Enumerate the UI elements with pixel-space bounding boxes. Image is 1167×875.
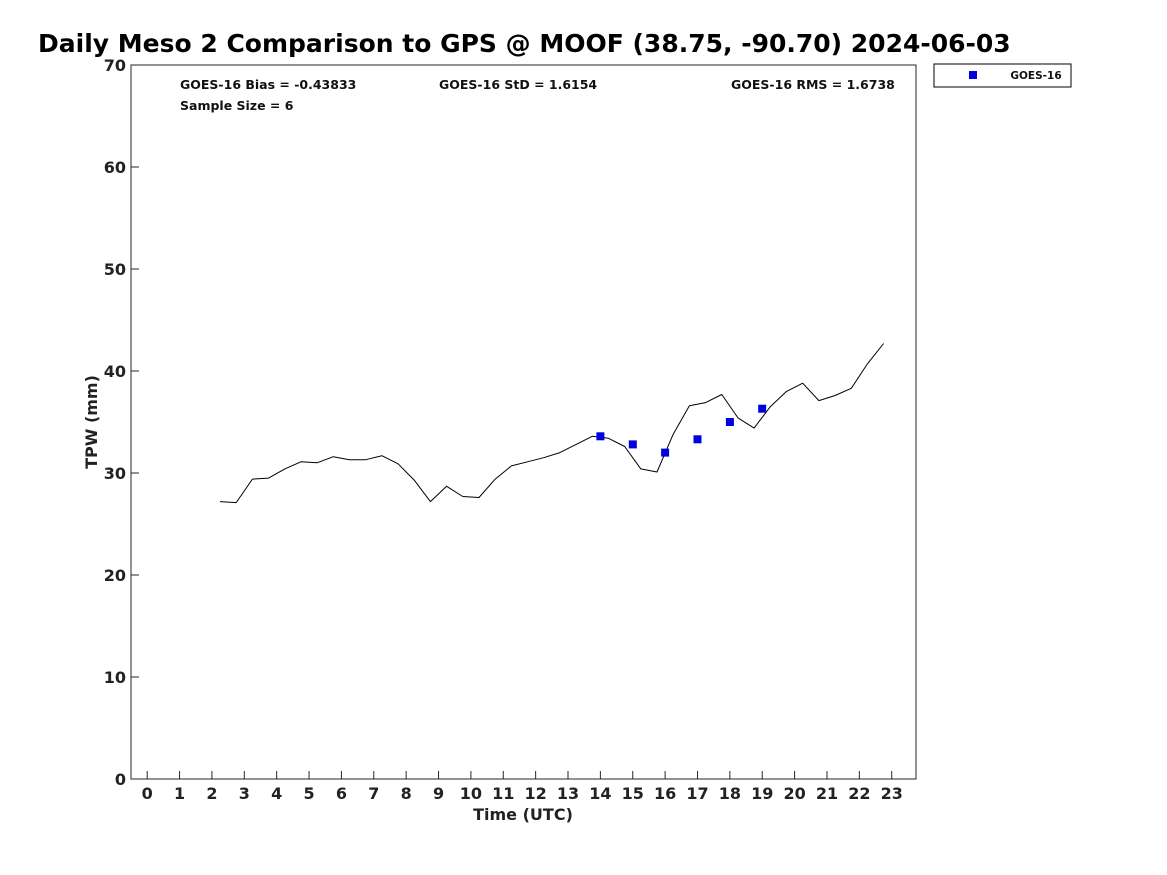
x-axis-label: Time (UTC) bbox=[473, 805, 573, 824]
y-tick-label: 10 bbox=[104, 668, 126, 687]
plot-area-frame bbox=[130, 64, 917, 780]
x-tick-label: 8 bbox=[401, 784, 412, 803]
x-tick-label: 12 bbox=[525, 784, 547, 803]
x-tick-label: 13 bbox=[557, 784, 579, 803]
x-tick-label: 16 bbox=[654, 784, 676, 803]
goes16-point bbox=[661, 448, 670, 457]
y-tick-label: 0 bbox=[115, 770, 126, 789]
y-tick-label: 30 bbox=[104, 464, 126, 483]
stat-bias: GOES-16 Bias = -0.43833 bbox=[180, 77, 356, 92]
goes16-point bbox=[758, 404, 767, 413]
gps-tpw-line bbox=[219, 343, 884, 504]
y-tick-label: 70 bbox=[104, 56, 126, 75]
stat-rms: GOES-16 RMS = 1.6738 bbox=[731, 77, 895, 92]
y-tick-label: 40 bbox=[104, 362, 126, 381]
goes16-point bbox=[628, 440, 637, 449]
x-tick-label: 4 bbox=[271, 784, 282, 803]
x-tick-label: 7 bbox=[368, 784, 379, 803]
x-tick-label: 18 bbox=[719, 784, 741, 803]
x-tick-label: 6 bbox=[336, 784, 347, 803]
x-tick-label: 17 bbox=[686, 784, 708, 803]
y-tick-label: 60 bbox=[104, 158, 126, 177]
x-tick-label: 15 bbox=[622, 784, 644, 803]
x-tick-label: 23 bbox=[881, 784, 903, 803]
x-tick-label: 20 bbox=[783, 784, 805, 803]
legend-box bbox=[933, 63, 1072, 88]
x-tick-label: 0 bbox=[142, 784, 153, 803]
x-tick-label: 10 bbox=[460, 784, 482, 803]
y-axis: 0 10 20 30 40 50 60 70 bbox=[104, 56, 139, 789]
goes16-point bbox=[596, 432, 605, 441]
goes16-point bbox=[693, 435, 702, 444]
x-tick-label: 3 bbox=[239, 784, 250, 803]
x-tick-label: 21 bbox=[816, 784, 838, 803]
x-tick-label: 5 bbox=[303, 784, 314, 803]
y-axis-label: TPW (mm) bbox=[82, 375, 101, 469]
x-tick-label: 9 bbox=[433, 784, 444, 803]
goes16-point bbox=[725, 418, 734, 426]
x-axis: 0 1 2 3 4 5 6 7 8 9 10 11 12 13 14 15 16 17 18 19 20 21 22 23 bbox=[142, 771, 903, 803]
legend-marker-goes16 bbox=[969, 71, 977, 79]
x-tick-label: 2 bbox=[206, 784, 217, 803]
chart-title: Daily Meso 2 Comparison to GPS @ MOOF (3… bbox=[38, 29, 1011, 58]
legend-entry-goes16: GOES-16 bbox=[1010, 70, 1061, 82]
x-tick-label: 1 bbox=[174, 784, 185, 803]
y-tick-label: 50 bbox=[104, 260, 126, 279]
y-tick-label: 20 bbox=[104, 566, 126, 585]
x-tick-label: 22 bbox=[848, 784, 870, 803]
x-tick-label: 11 bbox=[492, 784, 514, 803]
stat-std: GOES-16 StD = 1.6154 bbox=[439, 77, 597, 92]
x-tick-label: 14 bbox=[589, 784, 611, 803]
x-tick-label: 19 bbox=[751, 784, 773, 803]
legend: GOES-16 bbox=[933, 63, 1072, 88]
series-layer bbox=[219, 343, 884, 504]
stat-sample-size: Sample Size = 6 bbox=[180, 98, 294, 113]
